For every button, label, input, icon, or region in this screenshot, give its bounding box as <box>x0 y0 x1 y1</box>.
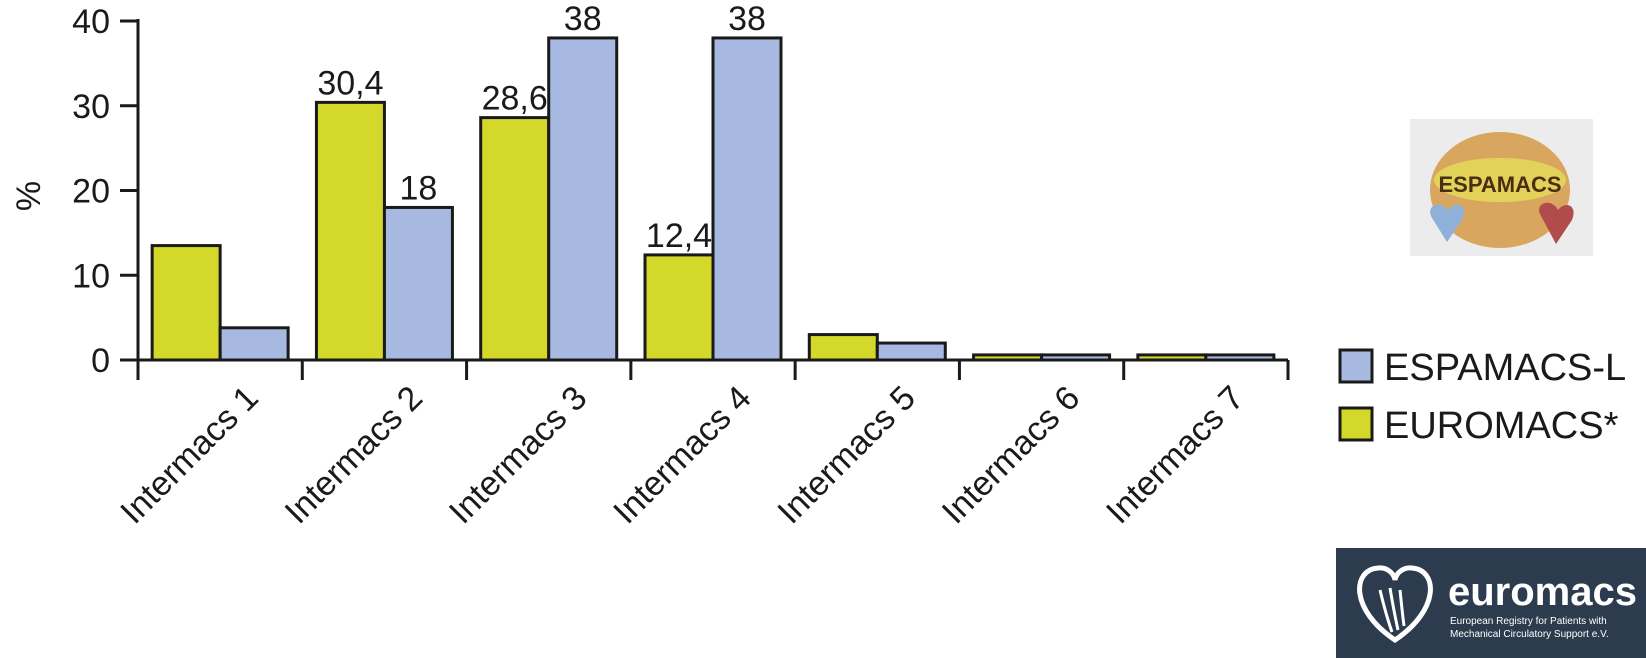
bar-euromacs <box>314 100 386 362</box>
data-label: 38 <box>728 0 766 38</box>
espamacs-logo: ESPAMACS <box>1410 119 1593 256</box>
espamacs-logo-left-heart <box>1430 204 1465 242</box>
bar-euromacs <box>807 333 879 362</box>
bar-espamacs-l <box>1204 353 1276 362</box>
x-tick-label: Intermacs 6 <box>935 379 1087 531</box>
bar-euromacs <box>150 244 222 362</box>
euromacs-logo: euromacs European Registry for Patients … <box>1336 548 1646 658</box>
x-tick-label: Intermacs 3 <box>442 379 594 531</box>
legend-swatch <box>1338 348 1374 384</box>
euromacs-logo-name: euromacs <box>1448 570 1637 614</box>
data-label: 38 <box>564 0 602 38</box>
bar-espamacs-l <box>875 341 947 362</box>
legend-label: ESPAMACS-L <box>1384 347 1626 389</box>
data-label: 18 <box>400 169 438 207</box>
euromacs-heart-lines <box>1378 587 1406 633</box>
espamacs-logo-right-heart <box>1539 202 1574 244</box>
data-label: 12,4 <box>646 217 712 255</box>
bar-espamacs-l <box>218 326 290 362</box>
bars: 30,4 18 28,6 38 12,4 38 <box>150 0 1276 362</box>
x-tick-label: Intermacs 1 <box>113 379 265 531</box>
y-axis: 0 10 20 30 40 <box>72 3 140 380</box>
bar-euromacs <box>972 353 1044 362</box>
legend-swatch <box>1338 406 1374 442</box>
bar-euromacs <box>643 253 715 362</box>
data-label: 28,6 <box>482 80 548 118</box>
y-tick-label: 40 <box>72 3 110 41</box>
y-axis-label: % <box>10 181 48 211</box>
espamacs-logo-band <box>1434 158 1566 202</box>
bar-espamacs-l <box>382 205 454 362</box>
euromacs-logo-tagline-1: European Registry for Patients with <box>1450 616 1607 627</box>
bar-espamacs-l <box>1040 353 1112 362</box>
x-tick-label: Intermacs 5 <box>770 379 922 531</box>
y-tick-label: 20 <box>72 173 110 211</box>
espamacs-logo-text: ESPAMACS <box>1438 172 1561 197</box>
bar-euromacs <box>1136 353 1208 362</box>
bar-espamacs-l <box>711 36 783 362</box>
y-tick-label: 0 <box>91 342 110 380</box>
legend: ESPAMACS-L EUROMACS* <box>1338 347 1626 447</box>
legend-label: EUROMACS* <box>1384 405 1619 447</box>
euromacs-logo-tagline-2: Mechanical Circulatory Support e.V. <box>1450 629 1609 640</box>
x-tick-label: Intermacs 7 <box>1099 379 1251 531</box>
euromacs-logo-background <box>1336 548 1646 658</box>
y-tick-label: 10 <box>72 257 110 295</box>
euromacs-heart-icon <box>1357 565 1433 644</box>
x-tick-label: Intermacs 2 <box>278 379 430 531</box>
data-label: 30,4 <box>317 64 383 102</box>
bar-espamacs-l <box>547 36 619 362</box>
x-axis: Intermacs 1 Intermacs 2 Intermacs 3 Interma… <box>113 358 1290 531</box>
bar-euromacs <box>479 116 551 362</box>
x-tick-label: Intermacs 4 <box>606 379 758 531</box>
y-tick-label: 30 <box>72 88 110 126</box>
